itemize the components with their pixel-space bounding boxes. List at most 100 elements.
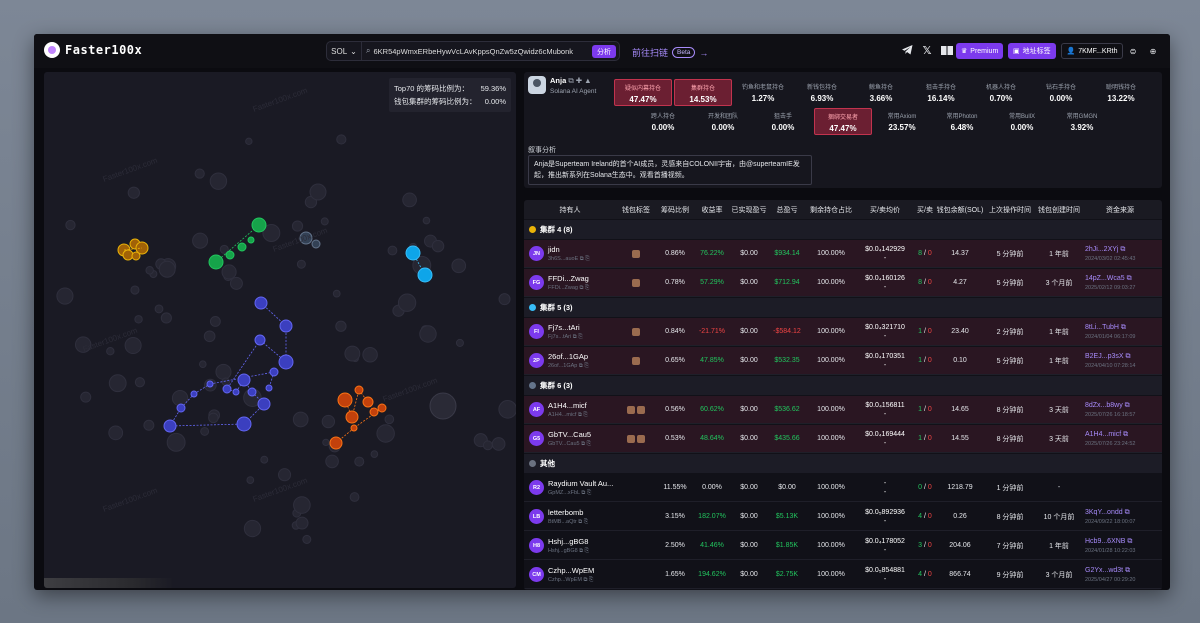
holder-address[interactable]: Fj7s...tAri ⧉ ⎘: [548, 333, 583, 340]
stat-tile[interactable]: 鲸鱼持仓 3.66%: [852, 82, 910, 103]
cluster-bubble[interactable]: [337, 392, 353, 408]
cluster-bubble[interactable]: [405, 245, 421, 261]
stat-tile[interactable]: 聪明钱持仓 13.22%: [1092, 82, 1150, 103]
background-bubble[interactable]: [344, 345, 361, 362]
fund-source-link[interactable]: B2EJ...p3sX ⧉: [1085, 352, 1131, 360]
fund-source-link[interactable]: Hcb9...6XNB ⧉: [1085, 537, 1133, 545]
cluster-bubble[interactable]: [350, 424, 358, 432]
column-header[interactable]: 总盈亏: [776, 206, 798, 214]
holder-cell[interactable]: 2P 26of...1GAp 26of...1GAp ⧉ ⎘: [524, 352, 616, 370]
background-bubble[interactable]: [108, 374, 127, 393]
cluster-group-row[interactable]: 集群 4 (8): [524, 220, 1162, 239]
background-bubble[interactable]: [349, 492, 360, 502]
background-bubble[interactable]: [422, 216, 431, 225]
cluster-bubble[interactable]: [257, 397, 271, 411]
background-bubble[interactable]: [166, 432, 186, 452]
background-bubble[interactable]: [455, 338, 464, 347]
column-header[interactable]: 持有人: [559, 206, 581, 214]
background-bubble[interactable]: [376, 424, 395, 443]
holder-address[interactable]: Hshj...gBG8 ⧉ ⎘: [548, 547, 590, 554]
horizontal-scrollbar[interactable]: [44, 578, 174, 588]
cluster-bubble[interactable]: [163, 419, 177, 433]
background-bubble[interactable]: [291, 220, 304, 232]
cluster-bubble[interactable]: [254, 334, 266, 346]
background-bubble[interactable]: [482, 440, 493, 451]
book-icon[interactable]: [940, 43, 954, 57]
background-bubble[interactable]: [200, 426, 210, 436]
cluster-bubble[interactable]: [176, 403, 186, 413]
holder-cell[interactable]: FI Fj7s...tAri Fj7s...tAri ⧉ ⎘: [524, 323, 616, 341]
stat-tile[interactable]: 新钱包持仓 6.93%: [793, 82, 851, 103]
currency-icon[interactable]: ⊜: [1129, 46, 1137, 56]
holder-name[interactable]: A1H4...micf: [548, 400, 587, 410]
background-bubble[interactable]: [134, 377, 145, 388]
stat-tile[interactable]: 常用Photon 6.48%: [933, 111, 991, 132]
background-bubble[interactable]: [262, 224, 281, 242]
background-bubble[interactable]: [370, 450, 379, 458]
cluster-bubble[interactable]: [237, 242, 247, 252]
cluster-bubble[interactable]: [329, 436, 343, 450]
cluster-bubble[interactable]: [208, 254, 224, 270]
background-bubble[interactable]: [419, 325, 437, 343]
wallet-tag-icon[interactable]: [627, 405, 635, 414]
background-bubble[interactable]: [80, 391, 92, 403]
table-row[interactable]: FG FFDi...Zwag FFDi...Zwag ⧉ ⎘ 0.78% 57.29% $…: [524, 269, 1162, 297]
background-bubble[interactable]: [302, 534, 312, 544]
table-row[interactable]: CM Czhp...WpEM Czhp...WpEM ⧉ ⎘ 1.65% 194.62%…: [524, 561, 1162, 589]
stat-tile[interactable]: 钓鱼和老鼠持仓 1.27%: [734, 82, 792, 103]
table-row[interactable]: LB letterbomb BtMB...aQtr ⧉ ⎘ 3.15% 182.07% $…: [524, 503, 1162, 531]
background-bubble[interactable]: [221, 377, 231, 387]
fund-source-link[interactable]: 2hJi...2XYj ⧉: [1085, 245, 1126, 253]
table-row[interactable]: 2P 26of...1GAp 26of...1GAp ⧉ ⎘ 0.65% 47.85% $…: [524, 347, 1162, 375]
holder-address[interactable]: BtMB...aQtr ⧉ ⎘: [548, 518, 589, 525]
cluster-bubble[interactable]: [279, 319, 293, 333]
cluster-bubble[interactable]: [247, 236, 255, 244]
holder-name[interactable]: FFDi...Zwag: [548, 273, 589, 283]
cluster-bubble[interactable]: [377, 403, 387, 413]
background-bubble[interactable]: [336, 134, 347, 145]
wallet-tag-icon[interactable]: [627, 434, 635, 443]
cluster-bubble[interactable]: [222, 384, 232, 394]
background-bubble[interactable]: [158, 260, 176, 278]
holder-cell[interactable]: FG FFDi...Zwag FFDi...Zwag ⧉ ⎘: [524, 274, 616, 292]
background-bubble[interactable]: [127, 186, 140, 199]
x-twitter-icon[interactable]: 𝕏: [922, 44, 932, 57]
background-bubble[interactable]: [108, 425, 124, 441]
background-bubble[interactable]: [221, 264, 237, 280]
cluster-bubble[interactable]: [247, 387, 257, 397]
cluster-bubble[interactable]: [265, 384, 273, 392]
holder-cell[interactable]: G5 GbTV...Cau5 GbTV...Cau5 ⧉ ⎘: [524, 430, 616, 448]
background-bubble[interactable]: [171, 389, 189, 407]
premium-button[interactable]: ♛ Premium: [956, 43, 1004, 59]
stat-tile[interactable]: 跨人持仓 0.00%: [634, 111, 692, 132]
background-bubble[interactable]: [130, 285, 140, 295]
column-header[interactable]: 收益率: [701, 206, 723, 214]
background-bubble[interactable]: [335, 320, 347, 332]
holder-address[interactable]: FFDi...Zwag ⧉ ⎘: [548, 284, 590, 291]
holder-name[interactable]: GbTV...Cau5: [548, 429, 592, 439]
bubble-map-panel[interactable]: Faster100x.com Faster100x.com Faster100x.c…: [44, 72, 516, 588]
background-bubble[interactable]: [74, 336, 92, 353]
background-bubble[interactable]: [208, 412, 219, 424]
background-bubble[interactable]: [219, 244, 229, 254]
stat-tile[interactable]: 开发和团队 0.00%: [694, 111, 752, 132]
cluster-bubble[interactable]: [417, 267, 433, 283]
wallet-tag-icon[interactable]: [632, 327, 640, 336]
holder-cell[interactable]: H8 Hshj...gBG8 Hshj...gBG8 ⧉ ⎘: [524, 537, 616, 555]
holder-cell[interactable]: LB letterbomb BtMB...aQtr ⧉ ⎘: [524, 508, 616, 526]
cluster-bubble[interactable]: [190, 390, 198, 398]
cluster-bubble[interactable]: [362, 396, 374, 408]
holder-address[interactable]: 3h6S...auoE ⧉ ⎘: [548, 255, 590, 262]
column-header[interactable]: 买/卖: [917, 206, 933, 214]
cluster-bubble[interactable]: [354, 385, 364, 395]
background-bubble[interactable]: [245, 137, 253, 145]
cluster-bubble[interactable]: [345, 410, 359, 424]
background-bubble[interactable]: [397, 293, 417, 312]
logo[interactable]: Faster100x: [44, 42, 142, 58]
background-bubble[interactable]: [431, 239, 445, 253]
table-row[interactable]: JN jidn 3h6S...auoE ⧉ ⎘ 0.86% 76.22% $0.00 $93…: [524, 240, 1162, 268]
background-bubble[interactable]: [246, 476, 255, 484]
fund-source-link[interactable]: 8dZx...b8wy ⧉: [1085, 401, 1130, 409]
analyze-button[interactable]: 分析: [592, 45, 616, 58]
background-bubble[interactable]: [229, 276, 243, 290]
